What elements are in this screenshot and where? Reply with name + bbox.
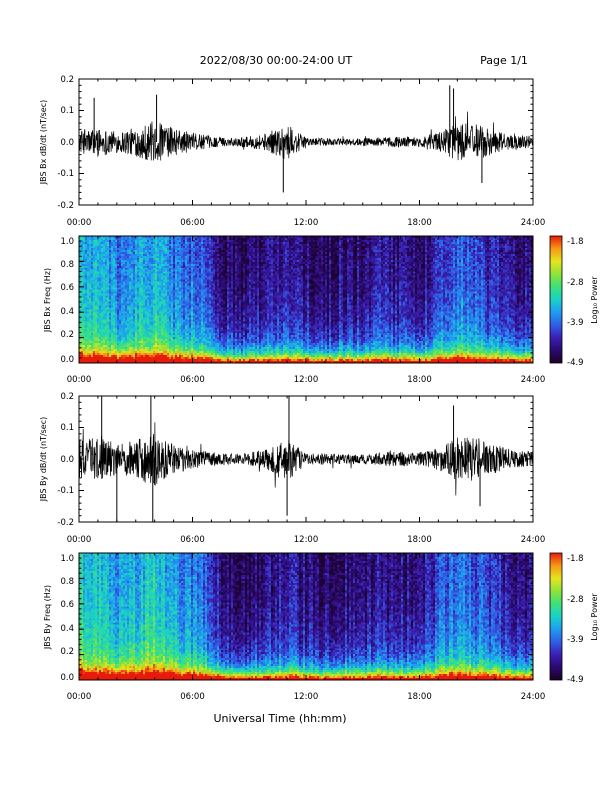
dbdt-series-line <box>78 111 534 163</box>
by-spec-axes <box>78 552 534 681</box>
by-dbdt-axes <box>78 395 534 523</box>
by-spec-xtick: 18:00 <box>407 692 432 702</box>
by-dbdt-ytick: 0.1 <box>60 423 74 433</box>
bx-spec-ytick: 0.8 <box>60 260 74 270</box>
x-axis-title: Universal Time (hh:mm) <box>214 712 347 725</box>
by-spec-xticks: 00:00 06:00 12:00 18:00 24:00 <box>67 692 546 702</box>
bx-dbdt-xtick: 12:00 <box>294 218 319 228</box>
bx-colorbar: -1.8 -2.8 -3.9 -4.9 Log₁₀ Power <box>549 235 599 368</box>
by-cbar-tick: -2.8 <box>567 595 584 605</box>
bx-dbdt-ytick: 0.2 <box>60 75 74 85</box>
spectrogram-cells <box>79 553 533 680</box>
bx-spec-ytick: 1.0 <box>60 237 74 247</box>
bx-dbdt-yticks: 0.2 0.1 0.0 -0.1 -0.2 <box>57 75 74 211</box>
bx-spec-ytick: 0.4 <box>60 307 74 317</box>
by-dbdt-yticks: 0.2 0.1 0.0 -0.1 -0.2 <box>57 392 74 528</box>
by-dbdt-ytick: 0.2 <box>60 392 74 402</box>
by-dbdt-xtick: 12:00 <box>294 535 319 545</box>
by-colorbar: -1.8 -2.8 -3.9 -4.9 Log₁₀ Power <box>549 552 599 685</box>
bx-cbar-label: Log₁₀ Power <box>590 276 599 324</box>
bx-dbdt-xtick: 18:00 <box>407 218 432 228</box>
by-spec-ytick: 1.0 <box>60 554 74 564</box>
by-spec-xtick: 12:00 <box>294 692 319 702</box>
by-spec-ytick: 0.8 <box>60 577 74 587</box>
by-spec-yticks: 1.0 0.8 0.6 0.4 0.2 0.0 <box>60 554 74 683</box>
by-dbdt-xtick: 24:00 <box>521 535 546 545</box>
by-spec-ytick: 0.6 <box>60 600 74 610</box>
bx-spec-axes <box>78 235 534 364</box>
bx-spec-xticks: 00:00 06:00 12:00 18:00 24:00 <box>67 375 546 385</box>
bx-dbdt-ytick: 0.1 <box>60 106 74 116</box>
by-colorbar-gradient <box>549 552 563 681</box>
by-spectrogram-image <box>79 553 533 680</box>
bx-dbdt-ytick: -0.2 <box>57 201 74 211</box>
bx-spec-xtick: 00:00 <box>67 375 92 385</box>
bx-spec-ytick: 0.2 <box>60 330 74 340</box>
bx-dbdt-ytick: 0.0 <box>60 138 74 148</box>
bx-trace <box>78 85 534 193</box>
by-dbdt-ytick: -0.2 <box>57 518 74 528</box>
bx-spec-xtick: 06:00 <box>180 375 205 385</box>
by-dbdt-ytick: 0.0 <box>60 455 74 465</box>
by-dbdt-xticks: 00:00 06:00 12:00 18:00 24:00 <box>67 535 546 545</box>
bx-colorbar-gradient <box>549 235 563 364</box>
bx-dbdt-xtick: 24:00 <box>521 218 546 228</box>
by-spec-ytick: 0.4 <box>60 624 74 634</box>
bx-dbdt-ylabel: JBS Bx dB/dt (nT/sec) <box>39 100 48 186</box>
bx-dbdt-ytick: -0.1 <box>57 169 74 179</box>
by-cbar-tick: -3.9 <box>567 635 584 645</box>
by-dbdt-xtick: 18:00 <box>407 535 432 545</box>
bx-cbar-tick: -3.9 <box>567 318 584 328</box>
panel-by-dbdt: JBS By dB/dt (nT/sec) 0.2 0.1 0.0 -0.1 -… <box>39 392 545 545</box>
bx-dbdt-xticks: 00:00 06:00 12:00 18:00 24:00 <box>67 218 546 228</box>
by-spec-ylabel: JBS By Freq (Hz) <box>43 585 52 650</box>
panel-by-spectrogram: JBS By Freq (Hz) 1.0 0.8 0.6 0.4 0.2 0.0… <box>43 552 599 702</box>
by-cbar-tick: -1.8 <box>567 554 584 564</box>
bx-spec-xtick: 12:00 <box>294 375 319 385</box>
dbdt-series-line <box>78 422 534 496</box>
spectrogram-cells <box>79 236 533 363</box>
by-spec-xtick: 06:00 <box>180 692 205 702</box>
bx-spec-xtick: 18:00 <box>407 375 432 385</box>
by-trace <box>78 396 534 522</box>
by-dbdt-xtick: 06:00 <box>180 535 205 545</box>
panel-bx-spectrogram: JBS Bx Freq (Hz) 1.0 0.8 0.6 0.4 0.2 0.0… <box>43 235 599 385</box>
page-indicator: Page 1/1 <box>480 54 528 67</box>
by-dbdt-ylabel: JBS By dB/dt (nT/sec) <box>39 417 48 503</box>
bx-spec-yticks: 1.0 0.8 0.6 0.4 0.2 0.0 <box>60 237 74 365</box>
bx-dbdt-xtick: 00:00 <box>67 218 92 228</box>
by-dbdt-xtick: 00:00 <box>67 535 92 545</box>
bx-cbar-tick: -4.9 <box>567 358 584 368</box>
by-dbdt-ytick: -0.1 <box>57 486 74 496</box>
by-cbar-label: Log₁₀ Power <box>590 593 599 641</box>
bx-cbar-tick: -2.8 <box>567 278 584 288</box>
by-cbar-tick: -4.9 <box>567 675 584 685</box>
bx-dbdt-xtick: 06:00 <box>180 218 205 228</box>
by-spec-xtick: 24:00 <box>521 692 546 702</box>
figure-title: 2022/08/30 00:00-24:00 UT <box>200 54 353 67</box>
by-spec-xtick: 00:00 <box>67 692 92 702</box>
by-spec-ytick: 0.0 <box>60 673 74 683</box>
bx-spectrogram-image <box>79 236 533 363</box>
by-spec-ytick: 0.2 <box>60 647 74 657</box>
bx-spec-ylabel: JBS Bx Freq (Hz) <box>43 268 52 333</box>
bx-spec-ytick: 0.0 <box>60 355 74 365</box>
bx-dbdt-axes <box>78 78 534 206</box>
bx-cbar-tick: -1.8 <box>567 237 584 247</box>
bx-spec-ytick: 0.6 <box>60 283 74 293</box>
bx-spec-xtick: 24:00 <box>521 375 546 385</box>
panel-bx-dbdt: JBS Bx dB/dt (nT/sec) 0.2 0.1 0.0 -0.1 -… <box>39 75 545 228</box>
